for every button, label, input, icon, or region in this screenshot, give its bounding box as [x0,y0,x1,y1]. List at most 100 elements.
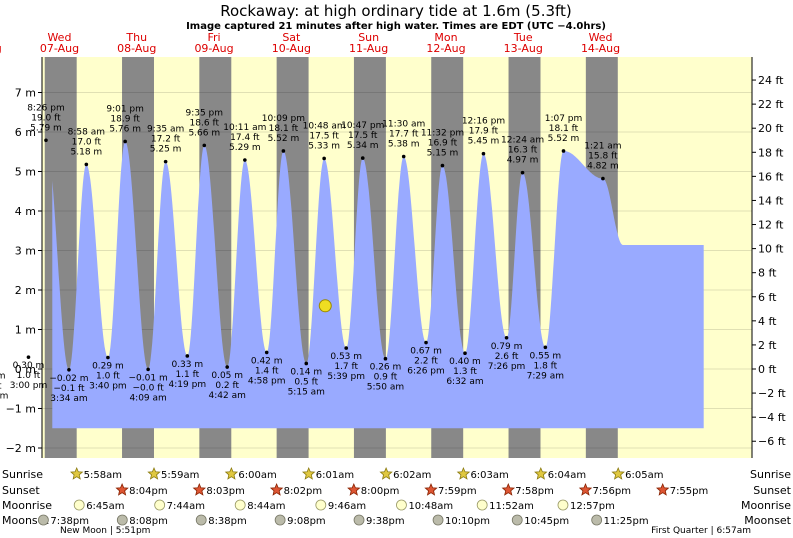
left-axis-tick-label: −1 m [6,403,36,416]
moonset-time: 8:08pm [129,516,168,527]
sunrise-icon [301,466,316,480]
row-label-right-sunset: Sunset [753,484,791,497]
day-header-weekday: Fri [208,31,221,44]
low-tide-m: 0.53 m [330,352,362,362]
high-tide-time: 10:48 am [303,121,346,131]
moonrise-time: 9:46am [328,501,366,512]
row-label-right-moonset: Moonset [744,514,791,527]
right-axis-tick-label: 8 ft [758,267,777,280]
low-tide-time: 5:15 am [288,387,325,397]
high-tide-ft: 18.1 ft [269,124,299,134]
moonset-icon [37,514,49,526]
moonset-time: 11:25pm [604,516,649,527]
sunset-icon [501,482,516,496]
high-tide-m: 5.29 m [229,143,261,153]
low-tide-m: 0.33 m [171,360,203,370]
low-tide-m: −0.01 m [129,373,168,383]
low-tide-m: 0.67 m [410,347,442,357]
right-axis-tick-label: −2 ft [758,387,786,400]
sunrise-time: 5:59am [161,470,199,481]
low-tide-time: 4:19 pm [169,380,207,390]
low-tide-point [146,367,150,372]
moonrise-icon [73,499,85,511]
low-tide-time: 3:34 am [50,394,87,404]
moonrise-icon [396,499,407,511]
high-tide-m: 5.45 m [468,137,500,147]
sunrise-icon [456,466,471,480]
low-tide-m: 0.04 m [0,371,6,381]
low-tide-ft: −0.1 ft [53,384,85,394]
sunset-time: 8:00pm [361,486,400,497]
high-tide-m: 4.82 m [587,162,619,172]
right-axis-tick-label: 18 ft [758,146,784,159]
day-header-date: 06-Aug [0,42,2,55]
low-tide-point [67,367,71,372]
day-header-weekday: Mon [434,31,457,44]
left-axis-tick-label: 1 m [15,324,36,337]
right-axis-tick-label: 2 ft [758,339,777,352]
moonset-time: 8:38pm [208,516,247,527]
sunset-time: 7:55pm [670,486,709,497]
high-tide-m: 5.15 m [427,149,459,159]
high-tide-point [202,143,207,148]
high-tide-time: 11:32 pm [421,129,464,139]
high-tide-ft: 18.6 ft [190,118,220,128]
moonset-icon [511,514,523,526]
day-header-date: 08-Aug [117,42,156,55]
moonrise-time: 10:48am [408,501,453,512]
high-tide-time: 8:58 am [68,127,105,137]
day-header-weekday: Wed [589,31,613,44]
low-tide-time: 6:32 am [446,377,483,387]
high-tide-ft: 17.7 ft [389,129,419,139]
high-tide-point [520,170,525,175]
high-tide-point [243,158,247,162]
tide-labels: 0.04 m0.1 ft2:58 am0.30 m1.0 ft3:00 pm8:… [0,103,622,403]
sunset-icon [192,482,206,496]
right-axis-tick-label: 6 ft [758,291,777,304]
sunset-time: 7:56pm [592,486,631,497]
low-tide-ft: 0.9 ft [374,373,398,383]
low-tide-time: 4:58 pm [248,376,286,386]
low-tide-time: 3:00 pm [10,381,48,391]
high-tide-ft: 19.0 ft [31,113,61,123]
high-tide-point [561,149,566,153]
low-tide-time: 3:40 pm [89,382,127,392]
low-tide-m: 0.42 m [251,356,283,366]
current-tide-marker [318,299,332,313]
low-tide-time: 5:39 pm [327,372,365,382]
right-axis-tick-label: 10 ft [758,243,784,256]
moonrise-icon [315,499,327,511]
tide-area [52,141,704,429]
high-tide-point [481,151,486,156]
high-tide-time: 10:09 pm [262,114,305,124]
low-tide-time: 2:58 am [0,391,8,401]
high-tide-time: 10:11 am [223,123,266,133]
right-axis-tick-label: 14 ft [758,194,784,207]
sunrise-time: 6:00am [238,470,276,481]
moonset-icon [116,514,128,526]
row-label-left-sunrise: Sunrise [2,468,43,481]
moonrise-time: 11:52am [489,501,534,512]
day-header-date: 12-Aug [426,42,465,55]
low-tide-ft: 0.5 ft [294,377,318,387]
moonrise-icon [234,499,246,511]
astronomy-rows: Sunrise Sunrise Sunset Sunset Moonrise Moonri… [2,466,792,536]
low-tide-ft: 1.3 ft [453,367,477,377]
moonrise-icon [476,499,488,511]
left-axis-tick-label: 6 m [15,126,36,139]
low-tide-time: 5:50 am [367,383,404,393]
high-tide-time: 12:24 am [501,136,544,146]
low-tide-m: 0.26 m [370,363,402,373]
high-tide-ft: 17.2 ft [151,135,181,145]
low-tide-ft: 1.4 ft [255,366,279,376]
chart-subtitle: Image captured 21 minutes after high wat… [186,21,606,32]
high-tide-point [123,139,127,144]
low-tide-point [463,351,467,356]
sunrise-icon [379,466,393,480]
low-tide-point [344,346,349,350]
sunrise-time: 6:02am [393,470,431,481]
high-tide-m: 5.33 m [308,141,340,151]
low-tide-time: 7:26 pm [488,362,526,372]
low-tide-time: 4:09 am [129,393,166,403]
low-tide-time: 4:42 am [209,391,246,401]
